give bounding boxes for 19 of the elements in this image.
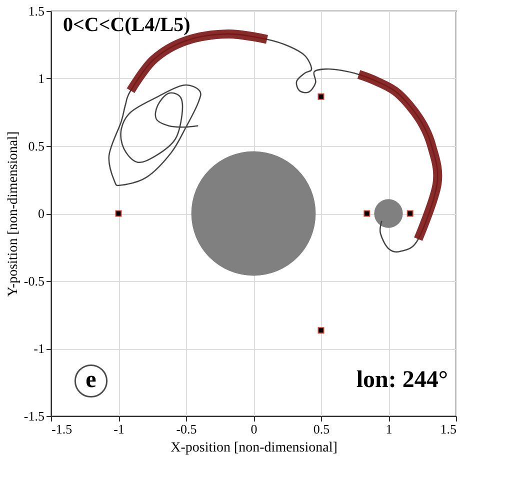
y-tick-label: 0.5 xyxy=(28,138,44,154)
y-tick-label: 1 xyxy=(38,71,44,86)
x-tick-label: 0 xyxy=(250,422,258,436)
x-axis-title: X-position [non-dimensional] xyxy=(170,440,338,456)
y-tick-label: -1.5 xyxy=(24,408,44,424)
annotation: e xyxy=(86,367,97,393)
y-tick-label: -0.5 xyxy=(24,274,44,288)
x-tick-label: -0.5 xyxy=(176,422,197,436)
annotation: 0<C<C(L4/L5) xyxy=(63,14,190,36)
x-tick-label: 1.5 xyxy=(440,422,456,436)
y-tick-label: -1 xyxy=(34,341,44,356)
x-tick-label: 1 xyxy=(386,422,392,436)
x-tick-label: -1.5 xyxy=(52,422,72,436)
annotation: lon: 244° xyxy=(356,367,448,393)
x-tick-label: 0.5 xyxy=(313,422,330,436)
y-axis-title: Y-position [non-dimensional] xyxy=(6,131,21,297)
y-tick-label: 1.5 xyxy=(28,4,44,18)
x-tick-label: -1 xyxy=(114,422,124,436)
y-tick-label: 0 xyxy=(38,206,44,221)
